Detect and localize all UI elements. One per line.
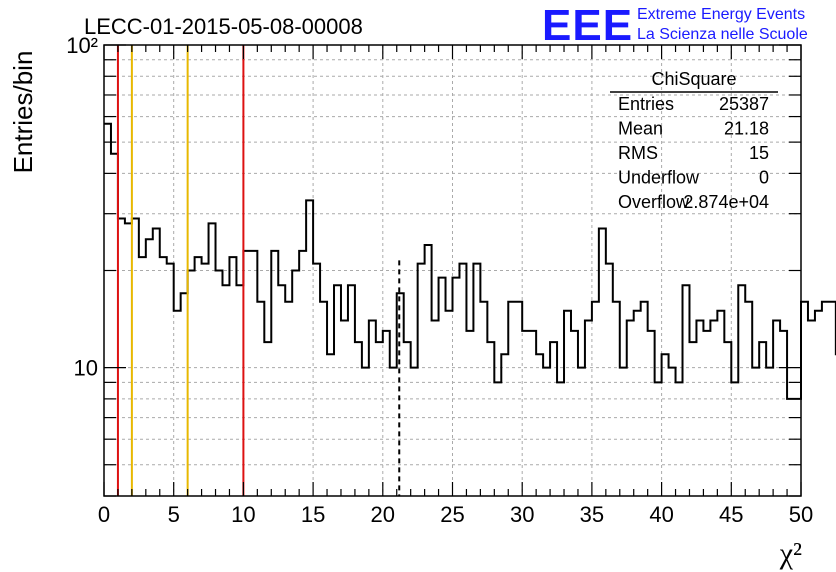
marker-lines xyxy=(116,45,401,496)
x-tick-label: 25 xyxy=(440,502,464,527)
histogram-bars xyxy=(104,122,836,400)
grid-lines xyxy=(104,45,801,496)
stats-value: 0 xyxy=(759,168,769,188)
x-axis-label: χ² xyxy=(779,537,802,570)
x-tick-label: 35 xyxy=(580,502,604,527)
stats-label: Entries xyxy=(618,94,674,114)
x-tick-label: 50 xyxy=(789,502,813,527)
x-tick-label: 45 xyxy=(719,502,743,527)
x-tick-label: 40 xyxy=(649,502,673,527)
logo-mark: EEE xyxy=(542,1,633,50)
x-tick-label: 20 xyxy=(371,502,395,527)
y-axis-label: Entries/bin xyxy=(8,51,38,174)
stats-label: Underflow xyxy=(618,168,700,188)
logo-line-1: Extreme Energy Events xyxy=(637,6,805,23)
stats-value: 25387 xyxy=(719,94,769,114)
x-tick-label: 0 xyxy=(98,502,110,527)
eee-logo: EEE Extreme Energy Events La Scienza nel… xyxy=(542,1,808,50)
stats-box: ChiSquare Entries 25387 Mean 21.18 RMS 15 Unde… xyxy=(610,69,778,212)
x-tick-label: 5 xyxy=(168,502,180,527)
x-tick-label: 10 xyxy=(231,502,255,527)
stats-label: Overflow xyxy=(618,192,690,212)
stats-title: ChiSquare xyxy=(651,69,736,89)
x-tick-label: 30 xyxy=(510,502,534,527)
y-tick-label: 10² xyxy=(66,33,98,58)
tick-labels: 0 5 10 15 20 25 30 35 40 45 50 10 10² xyxy=(66,33,813,527)
axis-ticks xyxy=(103,44,802,497)
stats-rows: Entries 25387 Mean 21.18 RMS 15 Underflow 0 Over… xyxy=(618,94,769,212)
stats-label: Mean xyxy=(618,119,663,139)
x-tick-label: 15 xyxy=(301,502,325,527)
y-tick-label: 10 xyxy=(74,356,98,381)
stats-value: 2.874e+04 xyxy=(683,192,769,212)
stats-value: 21.18 xyxy=(724,119,769,139)
stats-label: RMS xyxy=(618,143,658,163)
histogram-step-line xyxy=(104,122,836,400)
stats-value: 15 xyxy=(749,143,769,163)
chart-title: LECC-01-2015-05-08-00008 xyxy=(84,14,363,39)
logo-line-2: La Scienza nelle Scuole xyxy=(637,26,808,43)
